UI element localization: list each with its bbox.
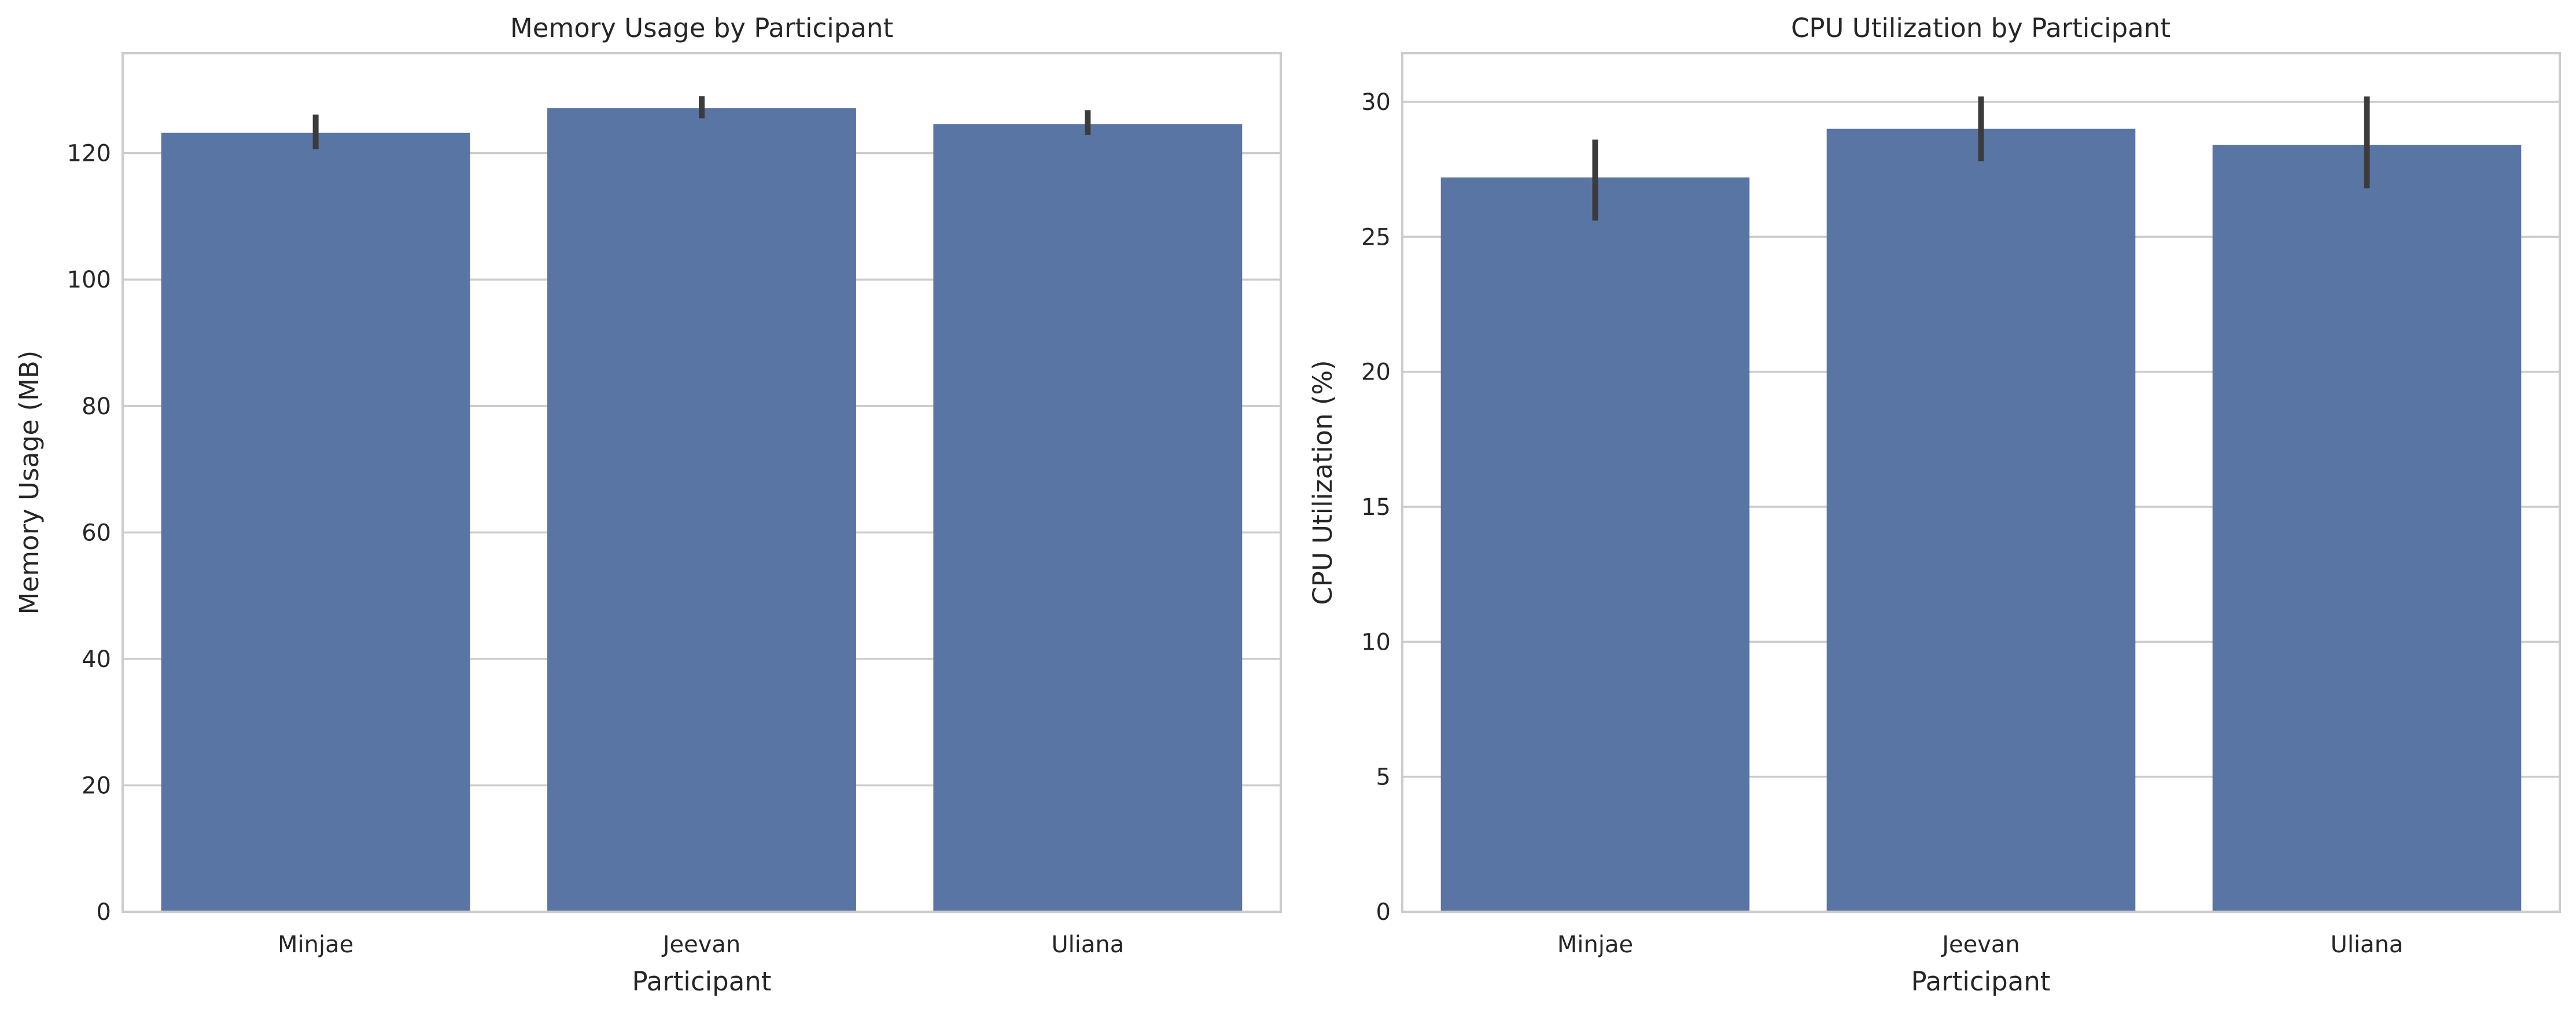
y-tick-label: 60 (82, 520, 111, 546)
x-tick-label: Minjae (278, 931, 353, 958)
bar-uliana (2212, 145, 2522, 912)
x-tick-label: Uliana (2331, 931, 2404, 958)
y-tick-label: 25 (1361, 224, 1391, 251)
chart-title: CPU Utilization by Participant (1791, 13, 2170, 43)
x-tick-labels: Minjae Jeevan Uliana (1557, 931, 2404, 958)
x-axis-label: Participant (1911, 966, 2051, 997)
bars (161, 108, 1243, 912)
error-bars (312, 96, 1091, 150)
y-tick-labels: 0 20 40 60 80 100 120 (67, 141, 111, 926)
x-tick-label: Uliana (1051, 931, 1124, 958)
bar-jeevan (547, 108, 856, 912)
y-tick-label: 0 (1376, 899, 1391, 926)
x-tick-labels: Minjae Jeevan Uliana (278, 931, 1124, 958)
y-tick-label: 30 (1361, 89, 1391, 116)
memory-usage-chart: Memory Usage by Participant 0 20 40 60 80 100… (14, 13, 1282, 997)
y-tick-labels: 0 5 10 15 20 25 30 (1361, 89, 1391, 926)
y-tick-label: 20 (1361, 359, 1391, 386)
plot-frame (1401, 52, 2561, 913)
y-tick-label: 10 (1361, 629, 1391, 655)
bar-uliana (933, 124, 1243, 912)
x-axis-label: Participant (632, 966, 772, 997)
y-tick-label: 20 (82, 772, 111, 799)
cpu-utilization-chart: CPU Utilization by Participant 0 5 10 15 20 2… (1307, 13, 2561, 997)
y-tick-label: 80 (82, 393, 111, 420)
y-axis-label: CPU Utilization (%) (1307, 360, 1338, 605)
y-tick-label: 0 (97, 899, 111, 926)
x-tick-label: Jeevan (661, 931, 741, 958)
bar-minjae (1440, 177, 1750, 912)
bars (1440, 128, 2522, 912)
y-axis-label: Memory Usage (MB) (14, 351, 45, 615)
y-tick-label: 100 (67, 267, 111, 293)
bar-minjae (161, 132, 470, 912)
chart-title: Memory Usage by Participant (510, 13, 893, 43)
y-tick-label: 120 (67, 141, 111, 167)
bar-jeevan (1826, 128, 2136, 912)
x-tick-label: Jeevan (1940, 931, 2020, 958)
y-tick-label: 40 (82, 646, 111, 673)
y-tick-label: 5 (1376, 764, 1391, 791)
x-tick-label: Minjae (1557, 931, 1633, 958)
plot-frame (121, 52, 1282, 913)
y-tick-label: 15 (1361, 494, 1391, 521)
error-bars (1592, 96, 2370, 221)
